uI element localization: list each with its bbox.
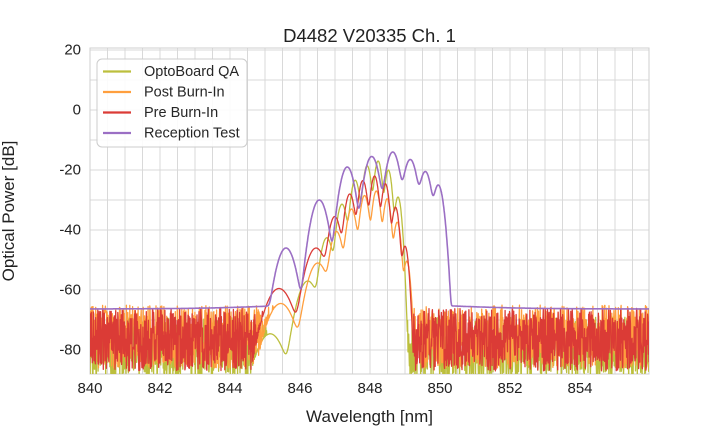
svg-text:Pre Burn-In: Pre Burn-In — [144, 105, 218, 121]
svg-text:842: 842 — [147, 380, 172, 397]
svg-text:OptoBoard QA: OptoBoard QA — [144, 64, 239, 80]
svg-text:20: 20 — [64, 42, 81, 59]
svg-text:852: 852 — [497, 380, 522, 397]
svg-text:854: 854 — [567, 380, 592, 397]
svg-text:846: 846 — [287, 380, 312, 397]
svg-text:-20: -20 — [59, 162, 81, 179]
svg-text:Reception Test: Reception Test — [144, 126, 240, 142]
svg-text:D4482 V20335 Ch. 1: D4482 V20335 Ch. 1 — [283, 25, 456, 46]
svg-text:0: 0 — [73, 102, 81, 119]
svg-text:844: 844 — [217, 380, 242, 397]
svg-text:Wavelength [nm]: Wavelength [nm] — [306, 407, 433, 426]
svg-text:850: 850 — [427, 380, 452, 397]
svg-text:Post Burn-In: Post Burn-In — [144, 85, 225, 101]
svg-text:-80: -80 — [59, 342, 81, 359]
svg-text:Optical Power [dB]: Optical Power [dB] — [0, 141, 18, 282]
svg-text:-60: -60 — [59, 282, 81, 299]
svg-text:848: 848 — [357, 380, 382, 397]
svg-text:-40: -40 — [59, 222, 81, 239]
svg-text:840: 840 — [77, 380, 102, 397]
